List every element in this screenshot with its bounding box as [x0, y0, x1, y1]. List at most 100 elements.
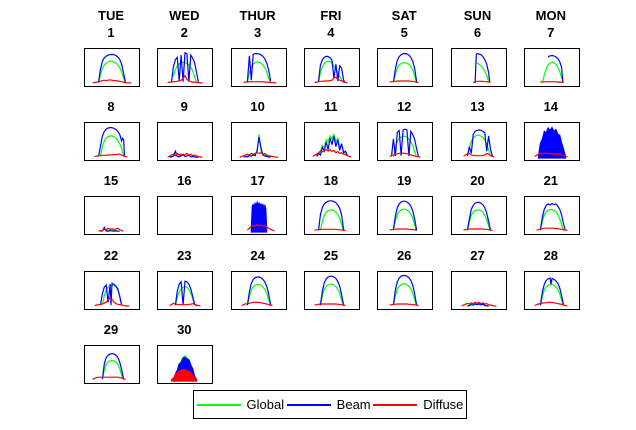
diffuse-series [243, 81, 276, 84]
day-label-6: 6 [473, 25, 482, 40]
day-chart-19 [389, 200, 418, 232]
day-cell-7 [523, 48, 580, 87]
day-cell-27 [450, 270, 507, 310]
day-chart-26 [389, 274, 419, 306]
day-cell-3 [230, 48, 287, 87]
day-label-21: 21 [543, 173, 559, 189]
day-chart-8 [94, 127, 128, 158]
day-cell-20 [450, 196, 507, 236]
global-series [466, 209, 491, 232]
beam-series [317, 55, 346, 84]
day-cell-2 [157, 48, 214, 87]
day-chart-13 [462, 129, 495, 158]
legend-box: Global Beam Diffuse [193, 390, 467, 419]
beam-series [97, 127, 126, 157]
day-cell-19 [377, 196, 434, 236]
beam-series [466, 202, 491, 232]
beam-line-swatch [286, 403, 331, 406]
beam-series [466, 302, 489, 307]
beam-series [392, 52, 418, 83]
day-cell-13 [450, 122, 507, 162]
beam-series [539, 203, 566, 232]
day-cell-10 [230, 122, 287, 162]
legend-entry-global: Global [196, 397, 284, 412]
day-label-14: 14 [543, 99, 559, 115]
day-label-25: 25 [323, 247, 339, 263]
day-cell-26 [377, 270, 434, 310]
day-cell-14 [523, 122, 580, 162]
beam-series [99, 282, 123, 305]
beam-series [466, 129, 493, 157]
day-label-3: 3 [253, 25, 262, 40]
beam-series [315, 136, 348, 158]
weekday-label-sun: SUN [463, 8, 492, 23]
weekday-label-thur: THUR [239, 8, 276, 23]
diffuse-series [239, 152, 278, 158]
diffuse-series [171, 368, 198, 382]
diffuse-series [94, 296, 130, 307]
day-label-30: 30 [177, 321, 192, 337]
day-chart-5 [389, 52, 419, 84]
day-label-23: 23 [177, 247, 192, 263]
day-chart-6 [472, 52, 491, 84]
day-chart-20 [462, 202, 493, 232]
day-label-13: 13 [470, 99, 485, 115]
day-label-19: 19 [396, 173, 412, 189]
day-chart-23 [169, 279, 201, 307]
day-chart-15 [98, 226, 124, 233]
diffuse-series [534, 152, 568, 158]
day-chart-21 [536, 203, 568, 232]
day-label-5: 5 [400, 25, 408, 40]
day-cell-4 [303, 48, 360, 87]
global-series [101, 359, 125, 380]
day-label-11: 11 [324, 99, 338, 115]
day-chart-12 [389, 128, 421, 158]
beam-series [100, 226, 120, 233]
global-series [319, 283, 345, 306]
diffuse-series [314, 302, 346, 306]
day-label-29: 29 [103, 321, 119, 337]
day-cell-8 [84, 122, 140, 162]
day-label-9: 9 [180, 99, 188, 115]
day-cell-15 [84, 196, 140, 236]
day-cell-23 [157, 270, 214, 310]
global-series [392, 282, 418, 306]
day-chart-27 [460, 301, 496, 307]
diffuse-series [94, 153, 128, 158]
day-chart-24 [240, 275, 273, 306]
weekday-label-mon: MON [535, 8, 566, 23]
beam-series [97, 53, 127, 83]
day-cell-16 [157, 196, 214, 236]
diffuse-series [462, 228, 493, 232]
legend-entry-beam: Beam [286, 397, 371, 412]
global-series [246, 283, 271, 306]
global-series [393, 135, 418, 158]
day-chart-2 [167, 51, 203, 84]
day-cell-17 [230, 196, 287, 236]
day-cell-28 [523, 270, 580, 310]
diffuse-series [167, 74, 203, 84]
global-series [392, 208, 418, 232]
day-cell-9 [157, 122, 214, 162]
diffuse-series [536, 227, 568, 232]
day-chart-10 [239, 134, 278, 158]
beam-series [392, 200, 418, 231]
day-label-1: 1 [107, 25, 115, 40]
legend-label-beam: Beam [336, 397, 371, 412]
legend-entry-diffuse: Diffuse [373, 397, 463, 412]
day-chart-9 [167, 149, 203, 158]
beam-series [537, 126, 566, 159]
global-series [466, 134, 491, 157]
global-series [319, 209, 345, 232]
day-label-27: 27 [470, 247, 485, 263]
global-series [246, 61, 271, 84]
beam-series [474, 52, 490, 84]
beam-series [246, 52, 271, 82]
diffuse-series [98, 227, 124, 233]
day-label-8: 8 [107, 99, 115, 115]
weekday-label-sat: SAT [391, 8, 417, 23]
diffuse-series [92, 79, 132, 84]
day-label-24: 24 [250, 247, 265, 263]
beam-series [246, 275, 271, 305]
day-cell-29 [84, 344, 140, 384]
